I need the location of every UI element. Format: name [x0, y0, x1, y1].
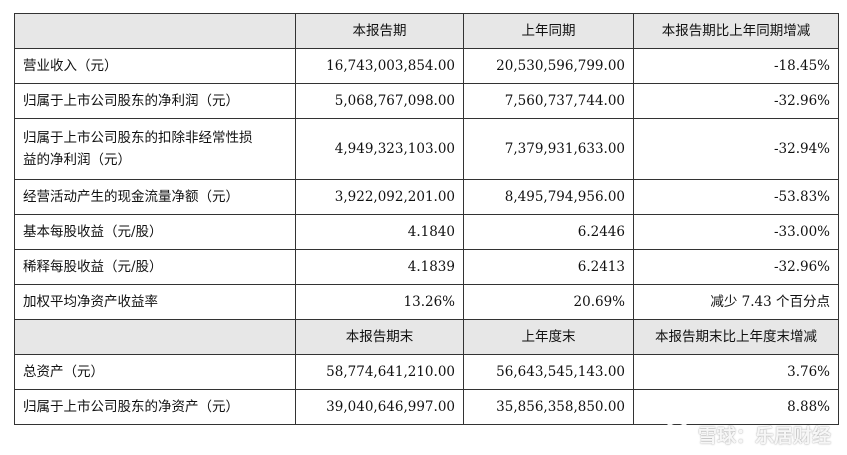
table-row: 经营活动产生的现金流量净额（元） 3,922,092,201.00 8,495,… [14, 179, 839, 215]
row-label: 稀释每股收益（元/股） [14, 249, 296, 285]
current-value: 5,068,767,098.00 [295, 83, 464, 119]
table-header-period: 本报告期 上年同期 本报告期比上年同期增减 [14, 13, 839, 49]
table-row: 归属于上市公司股东的扣除非经常性损 益的净利润（元） 4,949,323,103… [14, 118, 839, 180]
prior-value: 7,560,737,744.00 [463, 83, 634, 119]
current-value: 4,949,323,103.00 [295, 118, 464, 180]
row-label: 加权平均净资产收益率 [14, 284, 296, 320]
row-label: 总资产（元） [14, 354, 296, 390]
row-label-line-2: 益的净利润（元） [23, 152, 131, 168]
header-blank-cell [14, 13, 296, 49]
current-value: 39,040,646,997.00 [295, 389, 464, 425]
header-period-change: 本报告期比上年同期增减 [633, 13, 839, 49]
prior-value: 35,856,358,850.00 [463, 389, 634, 425]
table-row: 加权平均净资产收益率 13.26% 20.69% 减少 7.43 个百分点 [14, 284, 839, 320]
change-value: -32.94% [633, 118, 839, 180]
table-row: 基本每股收益（元/股） 4.1840 6.2446 -33.00% [14, 214, 839, 250]
change-value: 减少 7.43 个百分点 [633, 284, 839, 320]
change-value: -32.96% [633, 249, 839, 285]
watermark-text: 雪球：乐居财经 [697, 424, 831, 447]
prior-value: 6.2446 [463, 214, 634, 250]
prior-value: 56,643,545,143.00 [463, 354, 634, 390]
table-row: 归属于上市公司股东的净资产（元） 39,040,646,997.00 35,85… [14, 389, 839, 425]
header-current-period-end: 本报告期末 [295, 319, 464, 355]
financial-summary-table: 本报告期 上年同期 本报告期比上年同期增减 营业收入（元） 16,743,003… [14, 13, 839, 425]
current-value: 4.1840 [295, 214, 464, 250]
row-label: 归属于上市公司股东的净资产（元） [14, 389, 296, 425]
current-value: 13.26% [295, 284, 464, 320]
prior-value: 7,379,931,633.00 [463, 118, 634, 180]
row-label: 归属于上市公司股东的扣除非经常性损 益的净利润（元） [14, 118, 296, 180]
prior-value: 20.69% [463, 284, 634, 320]
current-value: 58,774,641,210.00 [295, 354, 464, 390]
row-label: 基本每股收益（元/股） [14, 214, 296, 250]
row-label: 归属于上市公司股东的净利润（元） [14, 83, 296, 119]
row-label: 经营活动产生的现金流量净额（元） [14, 179, 296, 215]
header-prior-year-end: 上年度末 [463, 319, 634, 355]
current-value: 3,922,092,201.00 [295, 179, 464, 215]
table-row: 归属于上市公司股东的净利润（元） 5,068,767,098.00 7,560,… [14, 83, 839, 119]
row-label: 营业收入（元） [14, 48, 296, 84]
prior-value: 6.2413 [463, 249, 634, 285]
table-header-period-end: 本报告期末 上年度末 本报告期末比上年度末增减 [14, 319, 839, 355]
header-prior-period: 上年同期 [463, 13, 634, 49]
header-period-end-change: 本报告期末比上年度末增减 [633, 319, 839, 355]
watermark: 雪球：乐居财经 [662, 419, 831, 449]
prior-value: 8,495,794,956.00 [463, 179, 634, 215]
prior-value: 20,530,596,799.00 [463, 48, 634, 84]
table-row: 营业收入（元） 16,743,003,854.00 20,530,596,799… [14, 48, 839, 84]
change-value: 8.88% [633, 389, 839, 425]
current-value: 16,743,003,854.00 [295, 48, 464, 84]
table-row: 总资产（元） 58,774,641,210.00 56,643,545,143.… [14, 354, 839, 390]
change-value: -32.96% [633, 83, 839, 119]
change-value: 3.76% [633, 354, 839, 390]
table-row: 稀释每股收益（元/股） 4.1839 6.2413 -32.96% [14, 249, 839, 285]
header-current-period: 本报告期 [295, 13, 464, 49]
snowball-logo-icon [662, 419, 692, 449]
current-value: 4.1839 [295, 249, 464, 285]
header-blank-cell [14, 319, 296, 355]
row-label-line-1: 归属于上市公司股东的扣除非经常性损 [23, 130, 253, 146]
change-value: -18.45% [633, 48, 839, 84]
change-value: -33.00% [633, 214, 839, 250]
change-value: -53.83% [633, 179, 839, 215]
